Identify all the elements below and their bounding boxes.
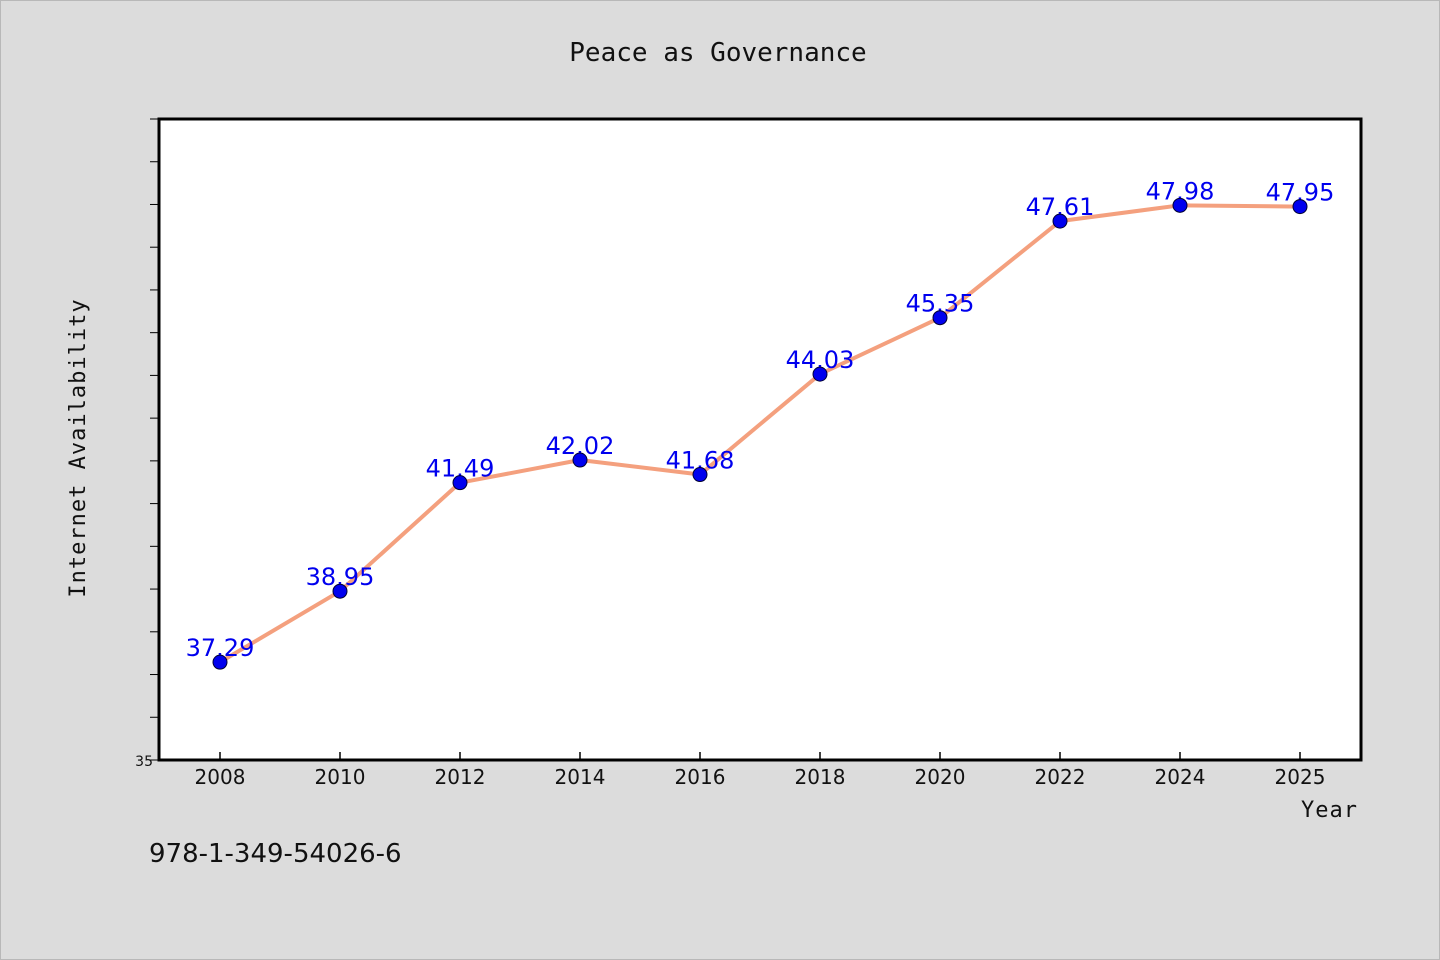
chart-title: Peace as Governance (569, 38, 866, 68)
data-point (1052, 213, 1068, 229)
series-line (218, 203, 1302, 665)
y-axis-label: Internet Availability (66, 298, 91, 597)
x-tick-label: 2018 (795, 765, 846, 789)
y-tick-label: 35 (135, 754, 153, 770)
x-tick-label: 2025 (1275, 765, 1326, 789)
data-point (572, 452, 588, 468)
plot-area (157, 117, 1363, 762)
data-point (452, 475, 468, 491)
y-axis-ticks: 35 (135, 118, 159, 770)
x-tick-label: 2024 (1155, 765, 1206, 789)
data-point (1172, 197, 1188, 213)
x-tick-label: 2014 (555, 765, 606, 789)
data-point (1292, 199, 1308, 215)
data-point (932, 310, 948, 326)
x-tick-label: 2008 (195, 765, 246, 789)
data-point (812, 366, 828, 382)
data-point (692, 467, 708, 483)
x-tick-label: 2016 (675, 765, 726, 789)
data-point (332, 583, 348, 599)
series-group: 37.2938.9541.4942.0241.6844.0345.3547.61… (186, 177, 1334, 670)
x-tick-label: 2022 (1035, 765, 1086, 789)
isbn-text: 978-1-349-54026-6 (149, 839, 402, 869)
x-tick-label: 2012 (435, 765, 486, 789)
x-tick-label: 2010 (315, 765, 366, 789)
x-axis-label: Year (1301, 798, 1358, 823)
x-tick-label: 2020 (915, 765, 966, 789)
data-point (212, 654, 228, 670)
x-axis-ticks: 2008 2010 2012 2014 2016 2018 2020 2022 2024 2025 (195, 752, 1326, 789)
